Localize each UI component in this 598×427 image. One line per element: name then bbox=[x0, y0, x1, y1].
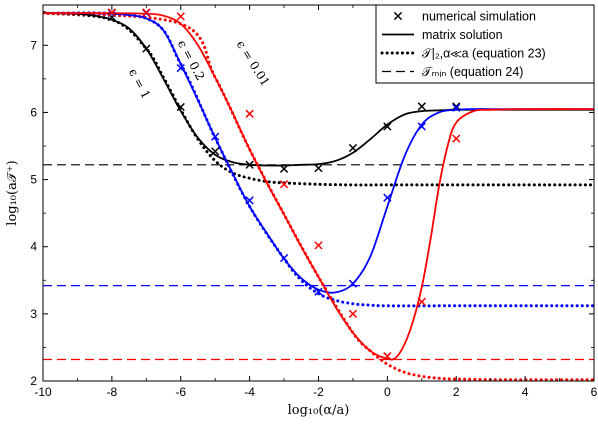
simulation-point-series-1 bbox=[279, 253, 289, 263]
y-tick-label: 5 bbox=[30, 173, 37, 187]
x-axis-label: log₁₀(α/a) bbox=[288, 403, 350, 418]
x-tick-label: 6 bbox=[591, 385, 598, 399]
matrix-solution-curve-series-2 bbox=[43, 12, 594, 361]
legend-label: matrix solution bbox=[422, 28, 503, 42]
simulation-point-series-1 bbox=[383, 193, 392, 202]
simulation-point-series-0 bbox=[452, 102, 461, 111]
x-tick-label: 4 bbox=[522, 385, 529, 399]
simulation-point-series-1 bbox=[176, 63, 185, 73]
simulation-point-series-1 bbox=[314, 287, 323, 296]
simulation-point-series-2 bbox=[383, 352, 392, 361]
simulation-point-series-2 bbox=[176, 12, 185, 21]
x-tick-label: -4 bbox=[244, 385, 255, 399]
simulation-point-series-2 bbox=[452, 134, 461, 143]
x-tick-label: 0 bbox=[384, 385, 391, 399]
simulation-point-series-0 bbox=[211, 147, 220, 156]
simulation-point-series-0 bbox=[348, 143, 358, 153]
legend-label: 𝒯|₂,α≪a (equation 23) bbox=[422, 47, 546, 61]
simulation-point-series-2 bbox=[348, 309, 358, 318]
simulation-point-series-2 bbox=[417, 297, 426, 306]
curve-label-0: ϵ = 1 bbox=[126, 66, 153, 101]
simulation-point-series-0 bbox=[383, 122, 392, 131]
legend-marker-cross bbox=[393, 11, 403, 21]
curve-label-2: ϵ = 0.01 bbox=[234, 38, 273, 89]
y-tick-label: 6 bbox=[30, 105, 37, 119]
simulation-point-series-0 bbox=[279, 164, 289, 173]
y-tick-label: 3 bbox=[30, 307, 37, 321]
x-tick-label: 2 bbox=[453, 385, 460, 399]
simulation-point-series-2 bbox=[107, 8, 117, 17]
simulation-point-series-1 bbox=[348, 279, 358, 288]
y-tick-label: 4 bbox=[30, 240, 37, 254]
simulation-point-series-0 bbox=[417, 102, 426, 111]
simulation-point-series-1 bbox=[245, 196, 254, 205]
matrix-solution-curve-series-0 bbox=[43, 12, 594, 167]
y-tick-label: 2 bbox=[30, 374, 37, 388]
x-tick-label: -6 bbox=[175, 385, 186, 399]
x-tick-label: -8 bbox=[107, 385, 118, 399]
simulation-point-series-2 bbox=[314, 241, 323, 250]
y-tick-label: 7 bbox=[30, 38, 37, 52]
simulation-point-series-0 bbox=[245, 160, 254, 169]
asymptote-curve-series-0 bbox=[43, 11, 594, 187]
simulation-point-series-0 bbox=[176, 102, 185, 112]
y-axis-label: log₁₀(a𝒯⁺) bbox=[5, 160, 20, 225]
x-tick-label: -2 bbox=[313, 385, 324, 399]
legend-label: 𝒯ₘᵢₙ (equation 24) bbox=[422, 65, 523, 79]
legend-box bbox=[375, 4, 595, 84]
simulation-point-series-1 bbox=[211, 132, 220, 141]
simulation-point-series-0 bbox=[142, 44, 151, 53]
legend: numerical simulation matrix solution 𝒯|₂,α… bbox=[375, 4, 595, 84]
plot-content bbox=[43, 8, 594, 381]
x-tick-label: -10 bbox=[34, 385, 52, 399]
simulation-point-series-2 bbox=[142, 8, 151, 17]
axes: -10 -8 -6 -4 -2 0 2 4 6 2 3 4 5 6 7 bbox=[30, 4, 598, 399]
simulation-point-series-2 bbox=[279, 180, 289, 189]
legend-label: numerical simulation bbox=[422, 10, 536, 24]
simulation-point-series-1 bbox=[452, 103, 461, 112]
simulation-point-series-1 bbox=[417, 122, 426, 131]
simulation-point-series-0 bbox=[314, 164, 323, 173]
simulation-point-series-2 bbox=[245, 109, 254, 118]
